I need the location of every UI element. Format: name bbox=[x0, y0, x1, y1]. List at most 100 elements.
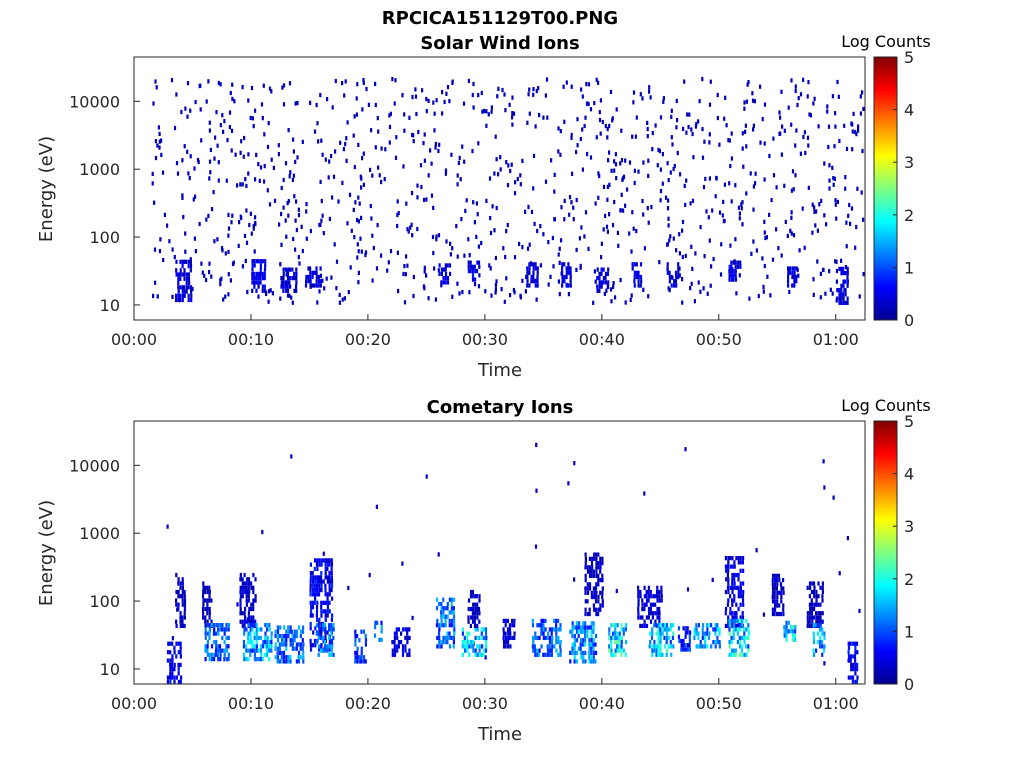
solar-wind-cell-266 bbox=[477, 141, 480, 146]
cometary-cell-956 bbox=[557, 627, 560, 632]
solar-wind-cell-459 bbox=[532, 92, 535, 97]
solar-wind-cell-449 bbox=[683, 183, 686, 189]
cometary-cell-1266 bbox=[657, 652, 660, 657]
solar-wind-cell-1155 bbox=[251, 280, 254, 285]
solar-wind-cell-618 bbox=[546, 115, 549, 120]
cometary-cell-242 bbox=[244, 615, 247, 620]
cometary-cell-1653 bbox=[812, 640, 816, 645]
cometary-cell-882 bbox=[508, 627, 512, 632]
cometary-cell-653 bbox=[358, 655, 361, 660]
cometary-cell-105 bbox=[181, 598, 184, 603]
cometary-cell-1048 bbox=[594, 633, 598, 639]
solar-wind-cell-748 bbox=[158, 249, 162, 254]
solar-wind-cell-434 bbox=[734, 237, 737, 242]
solar-wind-cell-1153 bbox=[189, 259, 192, 264]
solar-wind-cell-635 bbox=[278, 222, 281, 227]
solar-wind-cell-152 bbox=[641, 96, 644, 101]
cometary-cell-178 bbox=[212, 631, 216, 636]
cometary-cell-974 bbox=[573, 659, 576, 664]
cometary-cell-771 bbox=[453, 623, 456, 628]
cometary-cell-317 bbox=[253, 657, 256, 662]
solar-wind-cell-64 bbox=[659, 189, 663, 194]
cometary-cell-1637 bbox=[817, 581, 820, 586]
solar-wind-cell-1291 bbox=[526, 283, 529, 288]
solar-wind-cell-1344 bbox=[598, 284, 601, 289]
solar-wind-cell-142 bbox=[227, 272, 230, 277]
cometary-cell-858 bbox=[477, 606, 481, 612]
cometary-cell-1699 bbox=[853, 654, 857, 659]
solar-wind-cell-1286 bbox=[475, 269, 479, 274]
solar-wind-cell-1440 bbox=[836, 296, 839, 301]
cometary-cell-1678 bbox=[847, 654, 851, 659]
cometary-xtick-label: 00:10 bbox=[228, 694, 274, 713]
cometary-cell-1476 bbox=[728, 623, 731, 628]
cometary-cell-1343 bbox=[697, 623, 700, 628]
solar-wind-cell-1013 bbox=[294, 218, 297, 223]
cometary-cell-379 bbox=[276, 629, 280, 634]
cometary-cell-1140 bbox=[610, 635, 613, 641]
cometary-cell-565 bbox=[326, 592, 329, 597]
cometary-cell-1409 bbox=[731, 615, 734, 620]
cometary-cell-763 bbox=[450, 606, 453, 611]
cometary-cell-1214 bbox=[649, 619, 653, 624]
solar-wind-cell-551 bbox=[635, 115, 638, 120]
solar-wind-cell-390 bbox=[855, 132, 858, 137]
cometary-cell-1554 bbox=[776, 573, 779, 578]
solar-wind-cell-212 bbox=[673, 163, 676, 169]
solar-wind-cell-45 bbox=[799, 92, 803, 97]
solar-wind-cell-770 bbox=[181, 193, 184, 198]
cometary-cell-573 bbox=[328, 638, 331, 644]
cometary-cell-443 bbox=[302, 655, 305, 660]
cometary-cell-1251 bbox=[651, 652, 654, 657]
solar-wind-cell-1106 bbox=[177, 293, 180, 298]
cometary-cell-911 bbox=[540, 631, 543, 636]
cometary-cell-1557 bbox=[778, 590, 781, 595]
solar-wind-cell-1117 bbox=[179, 268, 182, 273]
solar-wind-cell-458 bbox=[616, 230, 619, 236]
solar-wind-cell-352 bbox=[559, 129, 562, 134]
cometary-cell-467 bbox=[312, 630, 315, 635]
cometary-cell-1534 bbox=[771, 578, 774, 583]
cometary-cell-744 bbox=[444, 614, 447, 619]
solar-wind-cell-980 bbox=[799, 151, 802, 156]
cometary-cell-1002 bbox=[582, 650, 585, 656]
cometary-cell-367 bbox=[270, 631, 273, 636]
cometary-cell-465 bbox=[309, 562, 312, 567]
cometary-cell-902 bbox=[536, 652, 539, 657]
cometary-cell-714 bbox=[435, 623, 438, 628]
cometary-cell-92 bbox=[177, 581, 180, 586]
solar-wind-cell-447 bbox=[743, 100, 746, 105]
solar-wind-cell-873 bbox=[184, 106, 187, 111]
cometary-cell-340 bbox=[260, 627, 263, 632]
solar-wind-cell-638 bbox=[822, 267, 825, 273]
cometary-cell-604 bbox=[315, 623, 318, 628]
cometary-cell-144 bbox=[208, 611, 211, 616]
cometary-cell-539 bbox=[322, 579, 325, 584]
solar-wind-cell-491 bbox=[784, 219, 787, 225]
solar-wind-cell-992 bbox=[667, 178, 670, 183]
cometary-cell-651 bbox=[356, 633, 359, 639]
cometary-cell-69 bbox=[177, 679, 180, 685]
solar-wind-cell-956 bbox=[542, 115, 545, 120]
cometary-cell-1472 bbox=[728, 644, 731, 649]
solar-wind-cell-886 bbox=[444, 168, 448, 173]
cometary-cell-530 bbox=[320, 571, 323, 576]
solar-wind-cell-1447 bbox=[838, 266, 841, 272]
cometary-cell-854 bbox=[476, 602, 479, 607]
solar-wind-cell-261 bbox=[751, 98, 755, 103]
cometary-cell-65 bbox=[173, 645, 176, 651]
solar-wind-cell-1292 bbox=[526, 279, 529, 284]
cometary-cell-1075 bbox=[590, 594, 593, 600]
solar-wind-cell-882 bbox=[752, 184, 755, 189]
solar-wind-cell-756 bbox=[341, 180, 344, 186]
cometary-cell-978 bbox=[573, 642, 576, 647]
cometary-cell-149 bbox=[208, 585, 211, 590]
cometary-cell-1323 bbox=[684, 626, 687, 631]
cometary-cell-1117 bbox=[599, 578, 602, 583]
cometary-cell-781 bbox=[461, 627, 464, 632]
cometary-cell-204 bbox=[223, 657, 226, 662]
cometary-cell-403 bbox=[285, 642, 288, 647]
solar-wind-cell-831 bbox=[513, 290, 516, 295]
cometary-cell-434 bbox=[298, 650, 301, 656]
solar-wind-cell-1268 bbox=[446, 280, 450, 285]
